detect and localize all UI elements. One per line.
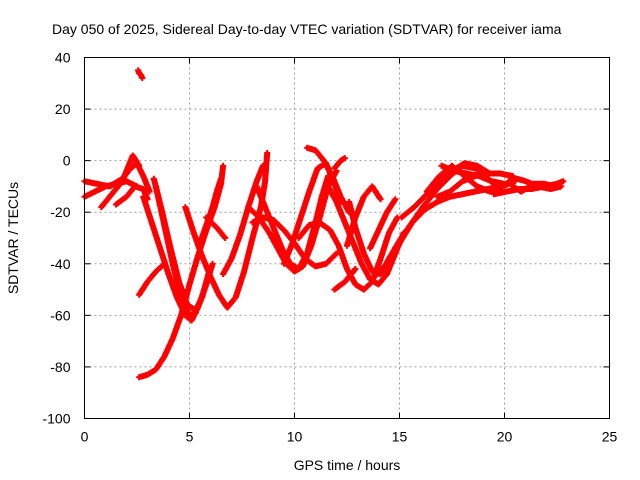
series-trace-25 [344, 183, 384, 249]
x-tick-label: 5 [186, 429, 194, 445]
series-trace-3 [98, 152, 143, 211]
y-tick-label: -40 [50, 256, 70, 272]
axis-layer: 0 5 10 15 20 25 -100 -80 -60 -40 -20 0 20 40 [42, 50, 617, 445]
data-marker-path [135, 67, 146, 82]
y-tick-label: 0 [63, 153, 71, 169]
chart-title: Day 050 of 2025, Sidereal Day-to-day VTE… [52, 21, 562, 37]
x-tick-label: 25 [602, 429, 618, 445]
data-marker-path [113, 183, 151, 208]
y-axis-label: SDTVAR / TECUs [5, 182, 21, 294]
series-trace-35 [509, 180, 558, 195]
series-trace-14 [203, 214, 229, 241]
data-marker-path [331, 265, 359, 293]
x-tick-label: 0 [81, 429, 89, 445]
x-tick-label: 15 [392, 429, 408, 445]
series-trace-9 [136, 260, 168, 298]
plot-frame [84, 57, 610, 419]
data-marker-path [249, 214, 340, 270]
series-trace-12 [197, 175, 224, 247]
series-trace-19 [249, 214, 340, 270]
data-marker-path [197, 175, 224, 247]
series-trace-10 [152, 183, 199, 319]
series-trace-4 [113, 183, 151, 208]
data-marker-path [136, 260, 168, 298]
series-trace-32 [438, 162, 508, 187]
series-trace-23 [331, 265, 359, 293]
y-tick-label: 40 [55, 50, 71, 66]
y-tick-label: -80 [50, 359, 70, 375]
x-tick-label: 20 [497, 429, 513, 445]
data-marker-path [344, 183, 384, 249]
x-axis-label: GPS time / hours [294, 457, 401, 473]
y-tick-label: -60 [50, 307, 70, 323]
data-marker-path [331, 155, 348, 172]
data-marker-path [98, 152, 143, 211]
series-trace-18 [304, 144, 353, 216]
series-trace-26 [367, 196, 399, 252]
series-trace-5 [135, 67, 146, 82]
data-marker-path [203, 214, 229, 241]
data-layer [81, 67, 567, 381]
data-marker-path [367, 196, 399, 252]
data-marker-path [182, 149, 271, 311]
data-marker-path [438, 162, 508, 187]
data-marker-path [509, 180, 558, 195]
y-tick-label: -20 [50, 204, 70, 220]
y-tick-label: -100 [42, 411, 70, 427]
series-trace-21 [331, 155, 348, 172]
data-marker-path [304, 144, 353, 216]
y-tick-label: 20 [55, 101, 71, 117]
data-marker-path [152, 183, 199, 319]
x-tick-label: 10 [287, 429, 303, 445]
series-trace-11 [182, 149, 271, 311]
